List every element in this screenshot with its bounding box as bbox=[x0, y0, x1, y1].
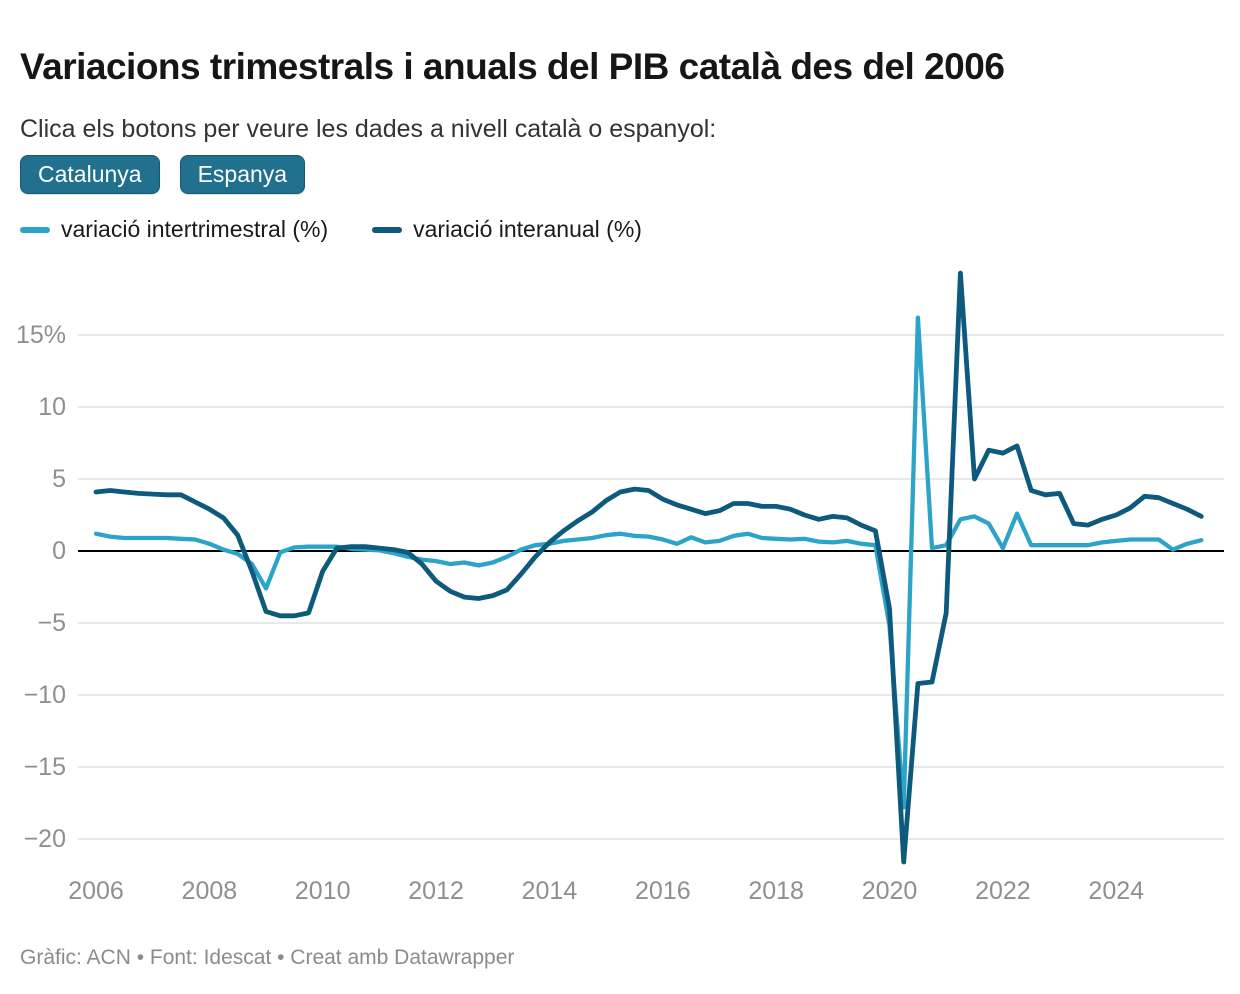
legend-item-interanual: variació interanual (%) bbox=[372, 216, 642, 243]
y-axis-tick-label: −20 bbox=[23, 825, 66, 853]
y-axis-tick-label: 10 bbox=[38, 393, 66, 421]
chart-footer-byline: Gràfic: ACN • Font: Idescat • Creat amb … bbox=[20, 946, 515, 969]
x-axis-tick-label: 2012 bbox=[408, 877, 464, 905]
chart-title: Variacions trimestrals i anuals del PIB … bbox=[20, 45, 1005, 87]
plot-svg bbox=[78, 270, 1224, 865]
x-axis-tick-label: 2020 bbox=[861, 877, 918, 905]
x-axis-tick-label: 2024 bbox=[1088, 877, 1145, 905]
line-series-intertrimestral bbox=[93, 315, 1204, 810]
legend-label-interanual: variació interanual (%) bbox=[413, 216, 642, 242]
legend-swatch-intertrimestral-icon bbox=[20, 226, 50, 233]
y-axis-tick-label: 15% bbox=[15, 321, 66, 349]
legend-item-intertrimestral: variació intertrimestral (%) bbox=[20, 216, 328, 243]
y-axis-tick-label: −10 bbox=[23, 681, 66, 709]
legend-swatch-interanual-icon bbox=[372, 226, 403, 233]
y-axis-tick-label: −15 bbox=[23, 753, 66, 781]
x-axis-tick-label: 2018 bbox=[748, 877, 804, 905]
button-catalunya[interactable]: Catalunya bbox=[20, 155, 160, 194]
legend-label-intertrimestral: variació intertrimestral (%) bbox=[61, 216, 329, 242]
x-axis-tick-label: 2008 bbox=[181, 877, 238, 905]
x-axis-tick-label: 2022 bbox=[975, 877, 1031, 905]
x-axis-tick-label: 2014 bbox=[521, 877, 578, 905]
y-axis-tick-label: 0 bbox=[52, 537, 66, 565]
y-axis-tick-label: 5 bbox=[52, 465, 66, 493]
region-button-group: Catalunya Espanya bbox=[20, 155, 306, 194]
line-chart-plot-area: 15% 10 5 0 −5 −10 −15 −20 2006 2008 2010 2012 2014 20… bbox=[0, 255, 1240, 915]
chart-legend: variació intertrimestral (%) variació in… bbox=[20, 216, 642, 243]
x-axis-tick-label: 2006 bbox=[68, 877, 124, 905]
button-espanya[interactable]: Espanya bbox=[179, 155, 306, 194]
chart-subtitle: Clica els botons per veure les dades a n… bbox=[20, 115, 717, 143]
y-axis-tick-label: −5 bbox=[37, 609, 66, 637]
line-series-interanual bbox=[93, 270, 1204, 865]
x-axis-tick-label: 2016 bbox=[634, 877, 691, 905]
x-axis-tick-label: 2010 bbox=[294, 877, 351, 905]
